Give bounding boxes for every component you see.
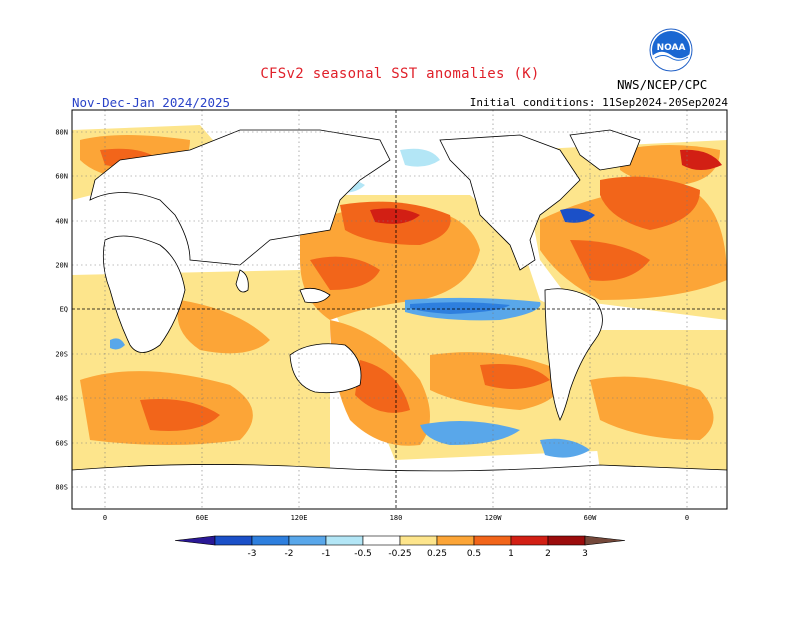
maritime-continent-land [299, 287, 331, 304]
initial-conditions-label: Initial conditions: 11Sep2024-20Sep2024 [469, 96, 728, 109]
colorbar-bin [547, 535, 586, 546]
africa-land [102, 235, 186, 353]
lat-label: 60N [55, 173, 68, 181]
north-america-land [439, 134, 581, 271]
colorbar-tick-label: 3 [582, 549, 588, 559]
logo-text: NOAA [657, 43, 686, 53]
colorbar: -3 -2 -1 -0.5 -0.25 0.25 0.5 1 2 3 [174, 535, 626, 559]
australia-land [289, 343, 362, 394]
colorbar-tick-label: -0.25 [388, 549, 411, 559]
map-frame [71, 109, 728, 510]
lat-label: 60S [55, 440, 68, 448]
greenland-land [569, 129, 641, 171]
lat-label: 20S [55, 351, 68, 359]
season-label: Nov-Dec-Jan 2024/2025 [72, 95, 231, 110]
agency-label: NWS/NCEP/CPC [617, 77, 708, 92]
lon-label: 60E [196, 514, 209, 522]
colorbar-tick-label: 0.25 [427, 549, 447, 559]
lat-label: 40S [55, 395, 68, 403]
colorbar-bin [436, 535, 475, 546]
colorbar-bin [288, 535, 327, 546]
eurasia-land [89, 129, 391, 266]
latitude-axis: 80N 60N 40N 20N EQ 20S 40S 60S 80S [55, 129, 68, 492]
colorbar-low-extension [174, 535, 216, 546]
colorbar-bin [399, 535, 438, 546]
lat-label: 20N [55, 262, 68, 270]
south-america-land [544, 288, 603, 421]
lat-label: 40N [55, 218, 68, 226]
colorbar-bin [510, 535, 549, 546]
noaa-logo-icon: NOAA [649, 28, 693, 72]
colorbar-bin [473, 535, 512, 546]
colorbar-tick-label: -3 [248, 549, 257, 559]
lon-label: 60W [584, 514, 597, 522]
colorbar-bin [214, 535, 253, 546]
colorbar-tick-label: -1 [322, 549, 331, 559]
lon-label: 120E [291, 514, 308, 522]
colorbar-bin [362, 535, 401, 546]
colorbar-bin [251, 535, 290, 546]
lon-label: 180 [390, 514, 403, 522]
land-outlines [72, 129, 727, 509]
lon-label: 0 [103, 514, 107, 522]
lat-label: 80S [55, 484, 68, 492]
longitude-axis: 0 60E 120E 180 120W 60W 0 [103, 514, 689, 522]
lat-label: EQ [60, 306, 68, 314]
colorbar-tick-label: -0.5 [354, 549, 372, 559]
antarctica-land [72, 464, 727, 509]
lat-label: 80N [55, 129, 68, 137]
lon-label: 0 [685, 514, 689, 522]
lon-label: 120W [485, 514, 503, 522]
graticule [72, 110, 727, 509]
colorbar-tick-label: -2 [285, 549, 294, 559]
india-land [235, 269, 249, 293]
figure-title: CFSv2 seasonal SST anomalies (K) [260, 66, 540, 82]
colorbar-tick-label: 1 [508, 549, 514, 559]
colorbar-high-extension [584, 535, 626, 546]
colorbar-tick-label: 0.5 [467, 549, 481, 559]
colorbar-tick-label: 2 [545, 549, 551, 559]
colorbar-bin [325, 535, 364, 546]
